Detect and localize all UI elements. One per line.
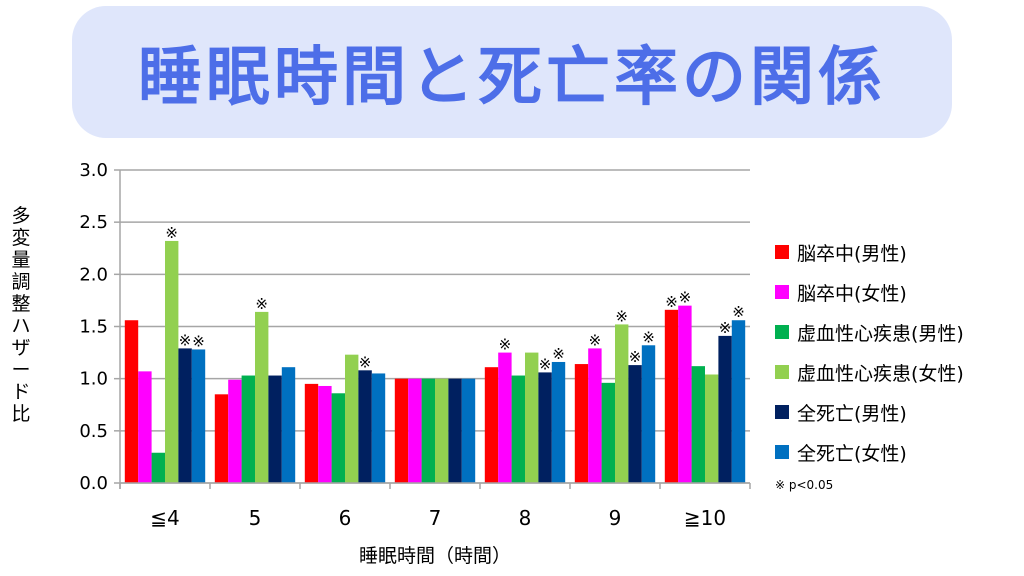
y-tick-label: 0.5	[79, 421, 108, 442]
bar	[304, 383, 319, 483]
bar	[178, 348, 192, 483]
x-tick-label: ≧10	[684, 506, 726, 530]
bar	[331, 393, 345, 483]
legend-swatch	[775, 245, 789, 259]
legend-item: 虚血性心疾患(男性)	[775, 312, 964, 352]
bar	[664, 309, 679, 483]
significance-mark: ※	[615, 307, 628, 325]
bar	[124, 320, 139, 483]
legend: 脳卒中(男性) 脳卒中(女性) 虚血性心疾患(男性) 虚血性心疾患(女性) 全死亡(男性…	[775, 232, 964, 492]
y-tick-label: 1.0	[79, 369, 108, 390]
significance-mark: ※	[589, 331, 602, 349]
legend-label: 虚血性心疾患(女性)	[797, 362, 964, 385]
significance-mark: ※	[665, 293, 678, 311]
y-tick-label: 2.0	[79, 264, 108, 285]
legend-item: 全死亡(男性)	[775, 392, 964, 432]
significance-mark: ※	[642, 328, 655, 346]
bar	[511, 375, 525, 483]
legend-label: 脳卒中(男性)	[797, 242, 907, 265]
legend-swatch	[775, 405, 789, 419]
legend-label: 全死亡(男性)	[797, 402, 907, 425]
significance-mark: ※	[719, 319, 732, 337]
legend-item: 虚血性心疾患(女性)	[775, 352, 964, 392]
bar	[318, 385, 332, 483]
y-tick-label: 3.0	[79, 160, 108, 181]
bar	[574, 364, 589, 483]
significance-mark: ※	[732, 303, 745, 321]
bar	[538, 372, 552, 483]
bar	[165, 240, 179, 483]
legend-swatch	[775, 365, 789, 379]
significance-mark: ※	[552, 345, 565, 363]
legend-swatch	[775, 285, 789, 299]
y-tick-label: 2.5	[79, 212, 108, 233]
significance-mark: ※	[359, 353, 372, 371]
bar	[705, 374, 719, 483]
bar	[601, 382, 615, 483]
bar	[461, 378, 476, 483]
legend-item: 全死亡(女性)	[775, 432, 964, 472]
bar	[138, 371, 152, 483]
x-tick-label: 8	[519, 506, 532, 530]
significance-mark: ※	[499, 336, 512, 354]
legend-label: 脳卒中(女性)	[797, 282, 907, 305]
bar	[151, 452, 165, 483]
significance-mark: ※	[629, 348, 642, 366]
bar	[691, 366, 705, 483]
bar	[718, 335, 732, 483]
bar	[448, 378, 462, 483]
y-tick-label: 0.0	[79, 473, 108, 494]
x-tick-label: ≦4	[150, 506, 179, 530]
x-axis-label: 睡眠時間（時間）	[359, 545, 511, 567]
significance-mark: ※	[179, 331, 192, 349]
bar	[255, 311, 269, 483]
legend-label: 全死亡(女性)	[797, 442, 907, 465]
significance-mark: ※	[165, 224, 178, 242]
x-tick-label: 9	[609, 506, 622, 530]
bar	[551, 361, 566, 483]
legend-label: 虚血性心疾患(男性)	[797, 322, 964, 345]
bar	[498, 352, 512, 483]
y-tick-label: 1.5	[79, 317, 108, 338]
bar	[408, 378, 422, 483]
page-title: 睡眠時間と死亡率の関係	[138, 41, 886, 115]
bar	[268, 375, 282, 483]
bar	[615, 324, 629, 483]
bar	[484, 367, 499, 483]
significance-mark: ※	[679, 289, 692, 307]
bar	[358, 370, 372, 483]
significance-note: ※ p<0.05	[775, 478, 834, 492]
y-axis-label: 多変量調整ハザード比	[11, 205, 31, 425]
significance-mark: ※	[255, 295, 268, 313]
bar	[228, 379, 242, 483]
bar	[421, 378, 435, 483]
bar	[394, 378, 409, 483]
x-tick-label: 5	[249, 506, 262, 530]
bar	[731, 320, 746, 483]
significance-mark: ※	[192, 332, 205, 350]
bar	[281, 367, 296, 483]
legend-swatch	[775, 445, 789, 459]
bar	[628, 365, 642, 483]
legend-item: 脳卒中(女性)	[775, 272, 964, 312]
x-tick-label: 7	[429, 506, 442, 530]
significance-mark: ※	[539, 355, 552, 373]
bar	[678, 305, 692, 483]
legend-item: 脳卒中(男性)	[775, 232, 964, 272]
bar	[371, 373, 386, 483]
bar	[641, 345, 656, 483]
bar	[435, 378, 449, 483]
legend-swatch	[775, 325, 789, 339]
bar	[525, 352, 539, 483]
bar	[214, 394, 229, 483]
bar	[345, 354, 359, 483]
bar	[241, 375, 255, 483]
x-tick-label: 6	[339, 506, 352, 530]
bar	[191, 349, 206, 483]
bar	[588, 348, 602, 483]
title-banner: 睡眠時間と死亡率の関係	[72, 6, 952, 138]
